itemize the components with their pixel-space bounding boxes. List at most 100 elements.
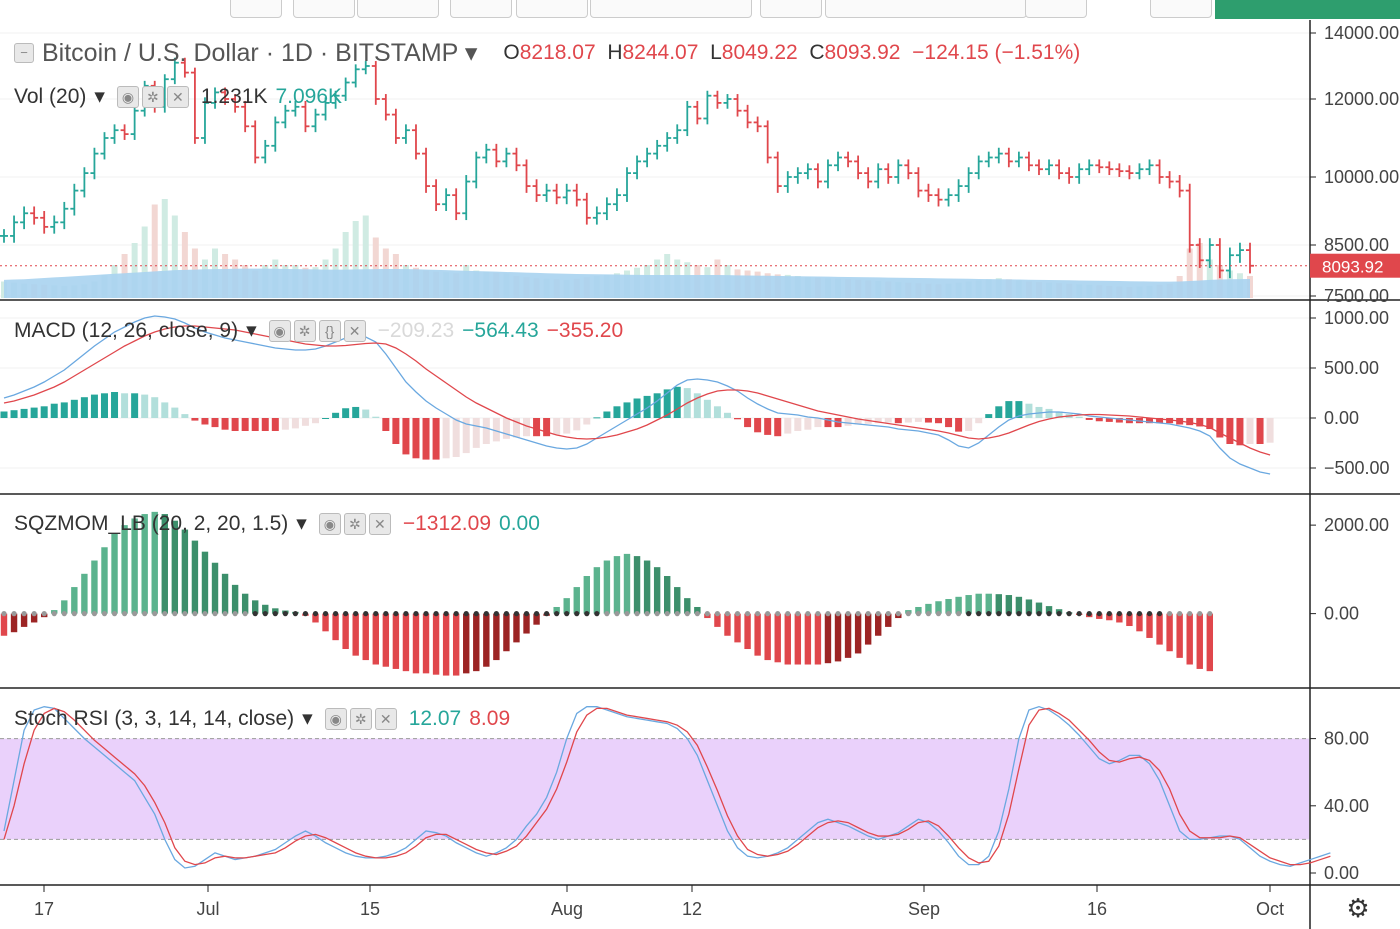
squeeze-dot — [694, 611, 700, 617]
macd-histogram-bar — [1186, 418, 1194, 426]
toolbar-button[interactable] — [760, 0, 822, 18]
braces-icon[interactable]: {} — [318, 319, 341, 342]
macd-histogram-bar — [472, 418, 480, 448]
momentum-bar — [252, 600, 259, 614]
squeeze-dot — [895, 611, 901, 617]
macd-histogram-bar — [1266, 418, 1274, 443]
y-tick-label: 0.00 — [1324, 408, 1359, 428]
y-tick-label: 80.00 — [1324, 729, 1369, 749]
macd-histogram-bar — [884, 418, 892, 423]
x-tick-label: Oct — [1256, 899, 1284, 919]
momentum-bar — [1176, 613, 1183, 658]
macd-histogram-bar — [985, 414, 993, 418]
gear-icon[interactable]: ✲ — [141, 85, 164, 108]
squeeze-dot — [644, 611, 650, 617]
macd-histogram-bar — [291, 418, 299, 429]
indicator-name[interactable]: MACD (12, 26, close, 9) — [14, 318, 239, 342]
x-tick-label: 17 — [34, 899, 54, 919]
gear-icon[interactable]: ✲ — [293, 319, 316, 342]
volume-bar — [1186, 248, 1193, 298]
price-change: −124.15 (−1.51%) — [912, 41, 1081, 64]
indicator-name[interactable]: Vol (20) — [14, 84, 87, 108]
momentum-bar — [81, 573, 88, 614]
macd-histogram-bar — [914, 418, 922, 422]
collapse-icon[interactable]: − — [14, 43, 34, 63]
toolbar-button[interactable] — [590, 0, 752, 18]
eye-icon[interactable]: ◉ — [116, 85, 139, 108]
macd-histogram-bar — [1055, 411, 1063, 418]
macd-histogram-bar — [603, 411, 611, 418]
momentum-bar — [382, 613, 390, 667]
macd-histogram-bar — [744, 418, 752, 428]
momentum-bar — [774, 613, 781, 663]
close-icon[interactable]: ✕ — [343, 319, 366, 342]
squeeze-dot — [152, 611, 158, 617]
eye-icon[interactable]: ◉ — [318, 512, 341, 535]
macd-histogram-bar — [512, 418, 520, 438]
macd-histogram-bar — [1095, 418, 1103, 422]
volume-bar — [161, 199, 168, 298]
squeeze-dot — [955, 611, 962, 617]
squeeze-dot — [674, 611, 680, 617]
momentum-bar — [744, 613, 751, 650]
squeeze-dot — [1106, 611, 1112, 617]
macd-histogram-bar — [352, 406, 360, 418]
indicator-name[interactable]: Stoch RSI (3, 3, 14, 14, close) — [14, 706, 295, 730]
last-price-badge — [1310, 253, 1400, 278]
momentum-bar — [71, 587, 78, 614]
momentum-bar — [975, 593, 982, 614]
toolbar-button[interactable] — [516, 0, 588, 18]
toolbar-button[interactable] — [1150, 0, 1212, 18]
gear-icon[interactable]: ✲ — [349, 707, 372, 730]
gear-icon[interactable]: ✲ — [343, 512, 366, 535]
macd-histogram-bar — [40, 406, 48, 418]
momentum-bar — [1116, 613, 1123, 623]
momentum-bar — [995, 594, 1002, 614]
squeeze-dot — [875, 611, 881, 617]
eye-icon[interactable]: ◉ — [268, 319, 291, 342]
squeeze-dot — [554, 611, 560, 617]
toolbar-button[interactable] — [357, 0, 439, 18]
macd-histogram-bar — [1146, 418, 1154, 424]
symbol-title[interactable]: Bitcoin / U.S. Dollar · 1D · BITSTAMP ▾ — [42, 39, 478, 67]
squeeze-dot — [182, 611, 188, 617]
momentum-bar — [10, 613, 18, 633]
squeeze-dot — [1006, 611, 1012, 617]
eye-icon[interactable]: ◉ — [324, 707, 347, 730]
momentum-bar — [784, 613, 791, 665]
momentum-bar — [1136, 613, 1143, 632]
publish-button[interactable] — [1215, 0, 1400, 19]
momentum-bar — [402, 613, 410, 672]
toolbar-button[interactable] — [450, 0, 512, 18]
squeeze-dot — [453, 611, 459, 617]
squeeze-dot — [423, 611, 429, 617]
squeeze-dot — [1177, 611, 1183, 617]
momentum-bar — [1126, 613, 1133, 627]
squeeze-dot — [1146, 611, 1153, 617]
momentum-bar — [674, 587, 681, 614]
close-icon[interactable]: ✕ — [368, 512, 391, 535]
momentum-bar — [473, 613, 480, 672]
close-icon[interactable]: ✕ — [166, 85, 189, 108]
squeeze-dot — [996, 611, 1002, 617]
close-icon[interactable]: ✕ — [374, 707, 397, 730]
toolbar-button[interactable] — [1025, 0, 1087, 18]
momentum-bar — [1035, 602, 1043, 614]
momentum-bar — [30, 613, 38, 623]
momentum-bar — [61, 600, 68, 614]
macd-histogram-bar — [854, 418, 862, 425]
y-tick-label: 14000.00 — [1324, 23, 1399, 43]
toolbar-button[interactable] — [230, 0, 282, 18]
momentum-bar — [653, 567, 661, 614]
squeeze-dot — [463, 611, 469, 617]
momentum-bar — [613, 556, 621, 614]
toolbar-button[interactable] — [293, 0, 355, 18]
indicator-name[interactable]: SQZMOM_LB (20, 2, 20, 1.5) — [14, 511, 289, 535]
momentum-bar — [754, 613, 761, 656]
volume-bar — [131, 243, 138, 298]
macd-histogram-bar — [965, 418, 973, 431]
momentum-bar — [915, 606, 922, 614]
squeeze-dot — [765, 611, 771, 617]
momentum-bar — [985, 593, 992, 614]
